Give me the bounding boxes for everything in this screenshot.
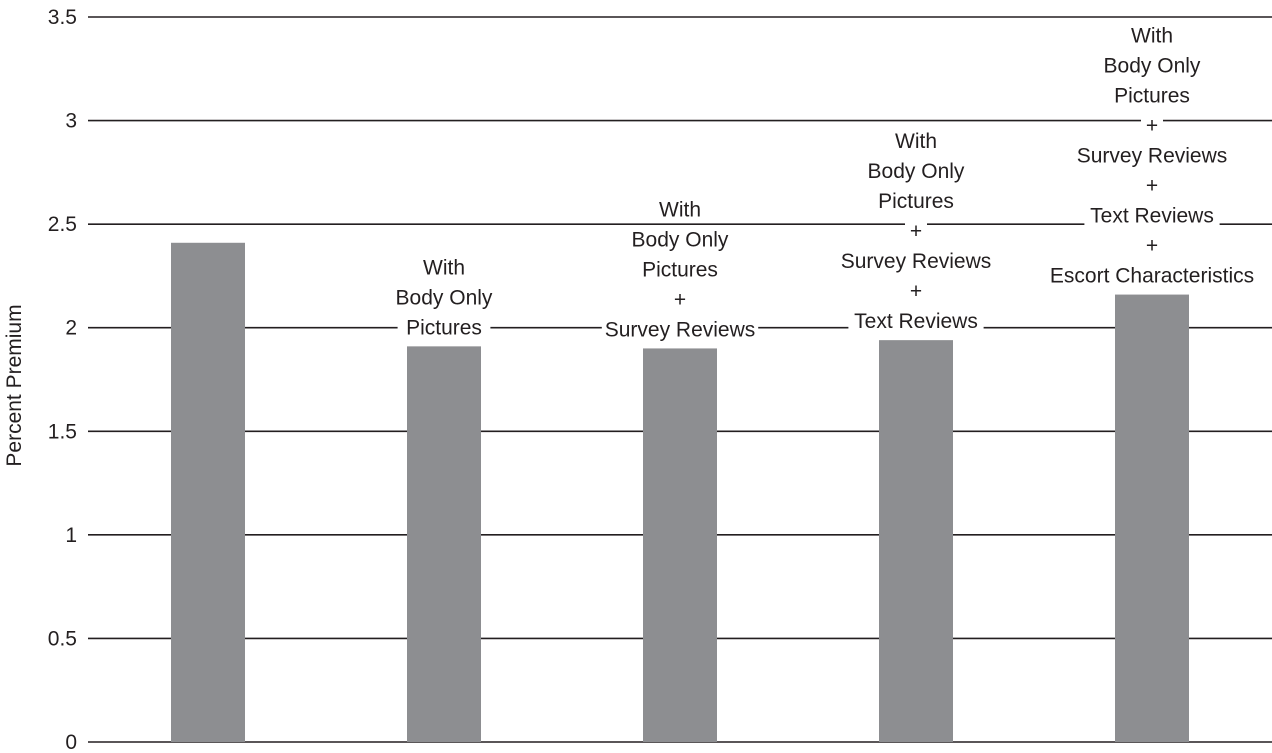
bar	[407, 346, 481, 742]
label-background	[905, 218, 927, 245]
label-background	[1141, 232, 1163, 259]
bar-label-line: Survey Reviews	[841, 250, 992, 273]
bar-label-line: Body Only	[396, 286, 493, 309]
label-background	[864, 158, 968, 185]
label-background	[837, 248, 995, 275]
bar-label-line: Text Reviews	[1090, 205, 1214, 228]
label-background	[1084, 202, 1220, 229]
label-background	[890, 128, 942, 155]
label-background	[392, 284, 496, 311]
bar-label-line: +	[1146, 115, 1158, 138]
y-tick-label: 3	[65, 110, 77, 133]
bar-label-line: Body Only	[632, 228, 729, 251]
y-tick-label: 0.5	[48, 627, 77, 650]
label-background	[1126, 22, 1178, 49]
bar	[879, 340, 953, 742]
y-tick-label: 1	[65, 524, 77, 547]
bar	[643, 348, 717, 742]
label-background	[633, 256, 727, 283]
bar	[1115, 294, 1189, 742]
y-axis-ticks: 0 0.5 1 1.5 2 2.5 3 3.5	[48, 6, 77, 753]
bar-label-line: Body Only	[868, 160, 965, 183]
bar-label-line: +	[1146, 235, 1158, 258]
bar-label-line: With	[895, 130, 937, 153]
y-tick-label: 1.5	[48, 420, 77, 443]
bar-label-line: With	[1131, 25, 1173, 48]
label-background	[654, 196, 706, 223]
y-axis-title: Percent Premium	[3, 304, 26, 466]
label-background	[1141, 112, 1163, 139]
bar	[171, 242, 245, 743]
bar-label-line: Pictures	[1114, 85, 1190, 108]
bar-label-line: +	[910, 220, 922, 243]
bar-label-line: Survey Reviews	[605, 318, 756, 341]
y-tick-label: 2.5	[48, 213, 77, 236]
label-background	[1031, 262, 1272, 289]
bar-category-label: With Body Only Pictures + Survey Reviews + Tex…	[837, 128, 995, 335]
label-background	[848, 308, 984, 335]
bar-label-line: With	[659, 198, 701, 221]
label-background	[669, 286, 691, 313]
bar-label-line: +	[674, 288, 686, 311]
bar-label-line: With	[423, 256, 465, 279]
label-background	[905, 278, 927, 305]
label-background	[1100, 52, 1204, 79]
label-background	[418, 254, 470, 281]
bar-labels: With Body Only Pictures With Body Only Pictur…	[392, 22, 1272, 343]
bar-category-label: With Body Only Pictures	[392, 254, 496, 341]
label-background	[1105, 82, 1199, 109]
label-background	[1073, 142, 1231, 169]
label-background	[628, 226, 732, 253]
label-background	[397, 314, 491, 341]
label-background	[1141, 172, 1163, 199]
y-tick-label: 2	[65, 317, 77, 340]
label-background	[601, 316, 759, 343]
bar-label-line: Survey Reviews	[1077, 145, 1228, 168]
bar-label-line: Text Reviews	[854, 310, 978, 333]
label-background	[869, 188, 963, 215]
y-tick-label: 0	[65, 731, 77, 753]
bar-label-line: +	[910, 280, 922, 303]
bar-category-label: With Body Only Pictures + Survey Reviews + Tex…	[1031, 22, 1272, 289]
y-tick-label: 3.5	[48, 6, 77, 29]
bar-category-label: With Body Only Pictures + Survey Reviews	[601, 196, 759, 343]
bars	[171, 242, 1189, 743]
bar-label-line: Escort Characteristics	[1050, 265, 1254, 288]
bar-label-line: +	[1146, 175, 1158, 198]
bar-label-line: Pictures	[642, 258, 718, 281]
bar-label-line: Body Only	[1104, 55, 1201, 78]
bar-label-line: Pictures	[406, 316, 482, 339]
bar-label-line: Pictures	[878, 190, 954, 213]
